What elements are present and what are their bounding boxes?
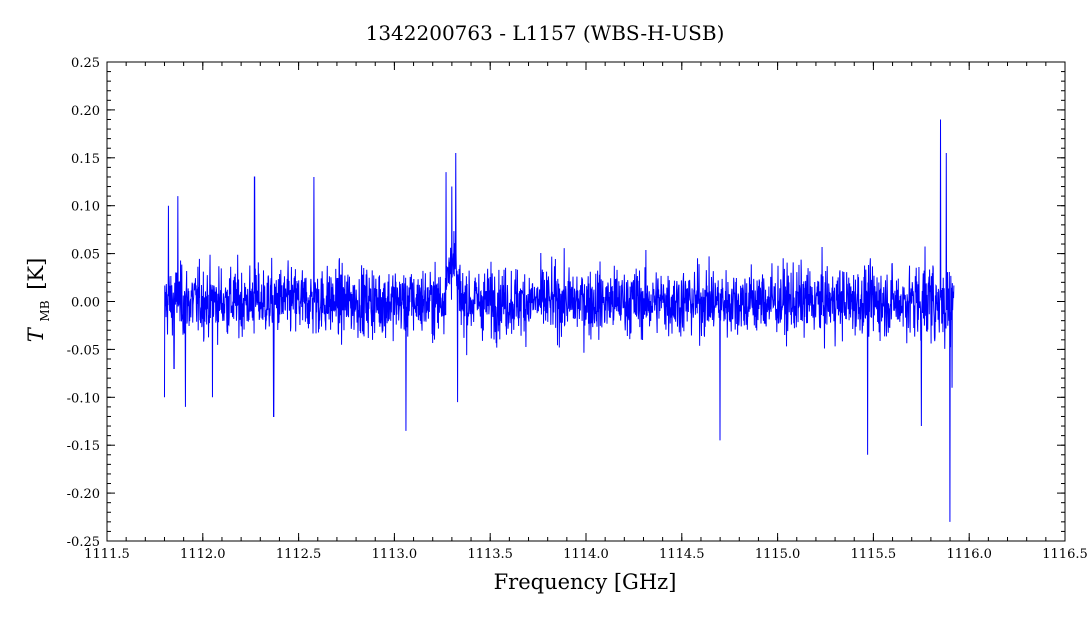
y-tick-label: -0.10 <box>67 391 100 406</box>
spectrum-line <box>163 119 955 522</box>
y-axis-label-unit: [K] <box>24 258 48 290</box>
x-tick-label: 1116.5 <box>1042 547 1088 562</box>
x-tick-label: 1112.0 <box>180 547 226 562</box>
x-tick-label: 1111.5 <box>84 547 130 562</box>
y-axis-label-main: T <box>24 326 48 342</box>
y-tick-label: -0.15 <box>67 439 100 454</box>
y-tick-label: -0.20 <box>67 487 100 502</box>
x-tick-label: 1115.0 <box>755 547 801 562</box>
y-tick-label: -0.25 <box>67 535 100 550</box>
y-tick-label: 0.15 <box>71 152 100 167</box>
y-tick-label: 0.25 <box>71 56 100 71</box>
x-tick-label: 1114.5 <box>659 547 705 562</box>
svg-text:T MB [K]: T MB [K] <box>24 258 54 343</box>
x-tick-label: 1116.0 <box>946 547 992 562</box>
y-axis-label: T MB [K] <box>24 258 54 343</box>
y-tick-label: -0.05 <box>67 343 100 358</box>
x-tick-label: 1114.0 <box>563 547 609 562</box>
y-tick-label: 0.00 <box>71 296 100 311</box>
y-tick-label: 0.20 <box>71 104 100 119</box>
y-tick-label: 0.10 <box>71 200 100 215</box>
x-tick-label: 1115.5 <box>851 547 897 562</box>
x-axis-label: Frequency [GHz] <box>494 570 677 594</box>
y-tick-label: 0.05 <box>71 248 100 263</box>
y-axis-ticks: -0.25 -0.20 -0.15 -0.10 -0.05 0.00 0.05 0.10 0.1… <box>67 56 1065 550</box>
x-tick-label: 1113.0 <box>372 547 418 562</box>
chart-title: 1342200763 - L1157 (WBS-H-USB) <box>366 21 725 45</box>
x-tick-label: 1113.5 <box>467 547 513 562</box>
plot-area <box>163 119 955 522</box>
y-axis-label-subscript: MB <box>38 300 52 321</box>
x-tick-label: 1112.5 <box>276 547 322 562</box>
x-axis-ticks: 1111.5 1112.0 1112.5 1113.0 1113.5 1114.0 1114… <box>84 62 1088 562</box>
